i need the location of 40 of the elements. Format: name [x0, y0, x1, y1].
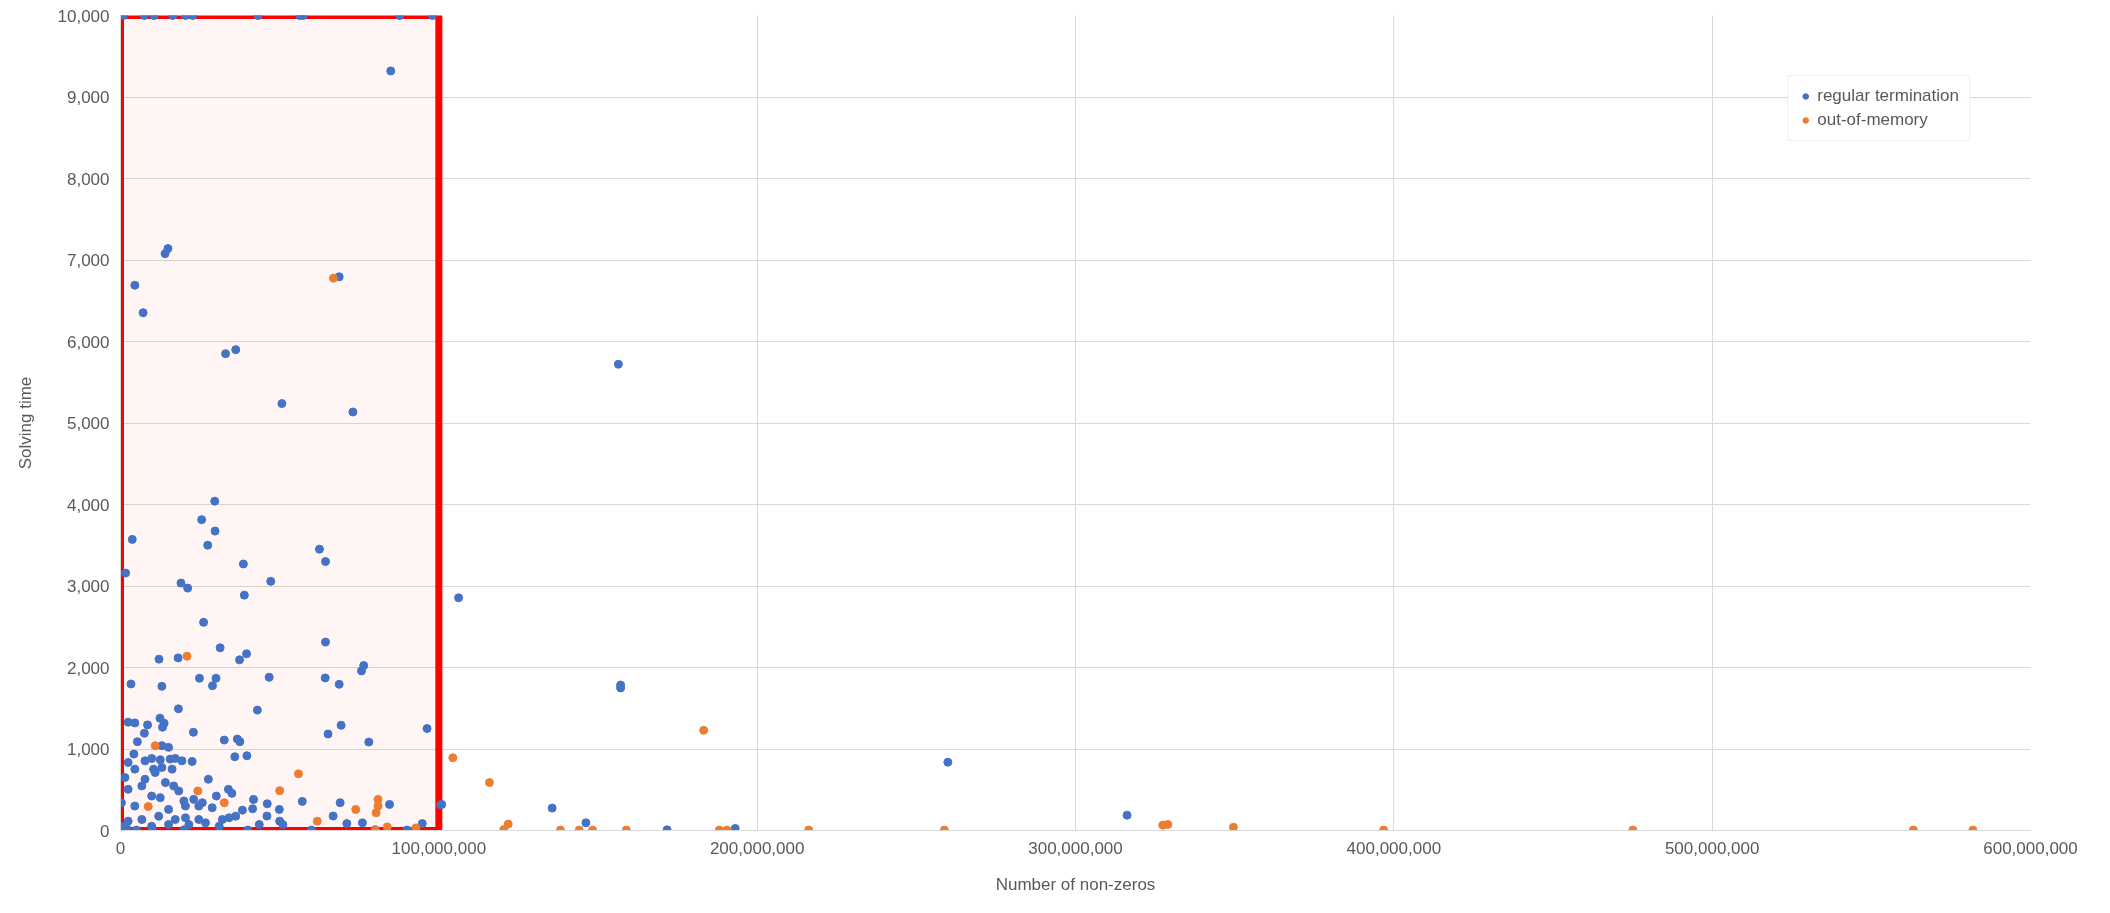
- legend-label: out-of-memory: [1817, 110, 1928, 130]
- y-tick-label: 4,000: [66, 495, 110, 515]
- x-tick-label: 500,000,000: [1664, 838, 1760, 858]
- y-tick-label: 8,000: [66, 169, 110, 189]
- point: [182, 651, 192, 661]
- y-axis-title: Solving time: [15, 376, 35, 470]
- x-tick-label: 300,000,000: [1028, 838, 1123, 858]
- point: [293, 769, 303, 779]
- point: [312, 816, 322, 826]
- point: [219, 798, 229, 808]
- point: [382, 822, 392, 831]
- point: [448, 753, 458, 763]
- y-tick-label: 7,000: [66, 251, 110, 270]
- x-tick-label: 200,000,000: [709, 838, 805, 858]
- x-axis-title: Number of non-zeros: [995, 874, 1156, 894]
- y-tick-label: 1,000: [66, 740, 110, 759]
- point: [143, 801, 153, 811]
- point: [371, 808, 381, 818]
- x-tick-label: 400,000,000: [1346, 838, 1442, 858]
- point: [193, 786, 203, 796]
- point: [275, 786, 285, 796]
- point: [328, 273, 338, 283]
- x-tick-label: 100,000,000: [391, 838, 487, 858]
- y-tick-label: 0: [100, 821, 110, 841]
- x-tick-label: 600,000,000: [1983, 838, 2078, 858]
- y-tick-label: 10,000: [57, 6, 110, 26]
- point: [351, 804, 361, 814]
- point: [484, 778, 494, 788]
- point: [699, 725, 709, 735]
- point: [150, 741, 160, 751]
- x-tick-label: 0: [115, 838, 126, 858]
- y-tick-label: 3,000: [66, 577, 110, 596]
- point: [1163, 819, 1173, 829]
- point: [411, 823, 421, 831]
- legend-label: regular termination: [1817, 86, 1959, 106]
- y-tick-label: 6,000: [66, 332, 110, 352]
- y-tick-label: 9,000: [66, 88, 110, 107]
- point: [1228, 822, 1238, 831]
- y-tick-label: 5,000: [66, 414, 110, 433]
- y-tick-label: 2,000: [66, 658, 110, 678]
